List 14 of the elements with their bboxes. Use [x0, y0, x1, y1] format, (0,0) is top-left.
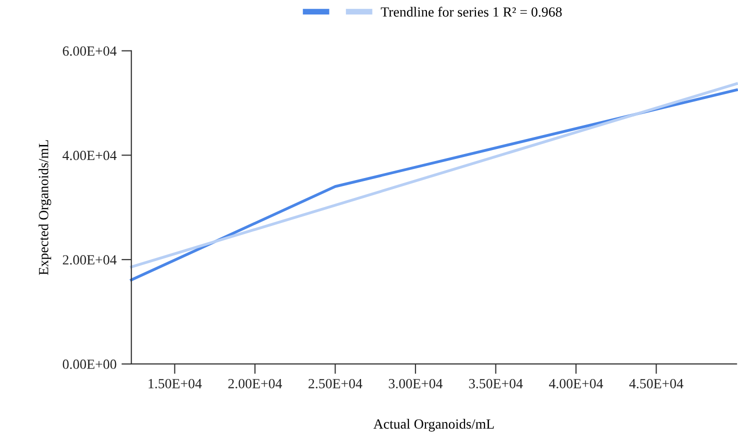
- y-axis-title: Expected Organoids/mL: [38, 140, 52, 275]
- x-tick-label: 1.50E+04: [148, 378, 202, 388]
- x-tick-label: 3.00E+04: [388, 378, 443, 388]
- x-tick-label: 3.50E+04: [469, 378, 523, 388]
- y-tick-label: 4.00E+04: [62, 150, 117, 160]
- x-tick-label: 4.00E+04: [549, 378, 604, 388]
- x-tick-label: 2.00E+04: [228, 378, 282, 388]
- y-tick-label: 6.00E+04: [62, 46, 117, 56]
- y-tick-label: 0.00E+00: [62, 360, 116, 369]
- y-tick-label: 2.00E+04: [62, 255, 117, 265]
- legend-label: Trendline for series 1 R² = 0.968: [380, 6, 562, 17]
- x-tick-label: 4.50E+04: [629, 378, 684, 388]
- x-axis-title: Actual Organoids/mL: [373, 418, 494, 432]
- x-tick-label: 2.50E+04: [308, 378, 362, 388]
